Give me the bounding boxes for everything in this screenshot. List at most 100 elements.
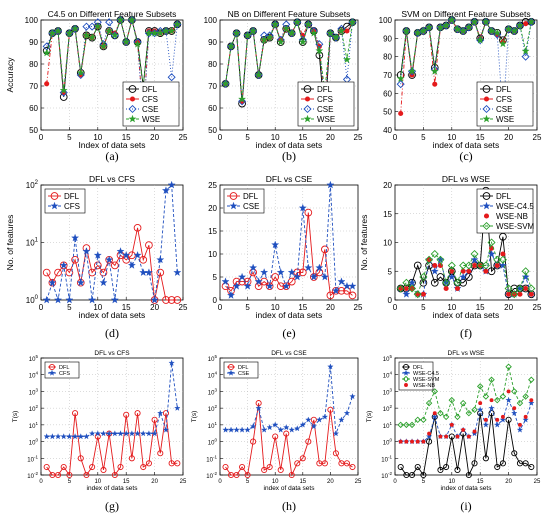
data-point <box>227 42 236 50</box>
chart-panel-h: 0 5 10 15 20 25 10-2 10-1 100 101 102 103 104 105 DFL … <box>191 350 362 513</box>
data-point <box>271 240 280 249</box>
data-point <box>454 413 461 421</box>
data-point <box>408 278 417 287</box>
x-tick-label: 25 <box>533 133 542 142</box>
legend-label: DFL <box>238 365 248 371</box>
data-point <box>71 233 80 242</box>
y-tick-label: 80 <box>29 60 38 69</box>
y-tick-label: 50 <box>208 126 217 135</box>
data-point <box>413 290 422 299</box>
data-point <box>455 434 460 439</box>
chart-title: DFL vs CFS <box>94 350 130 357</box>
y-tick-label: 60 <box>29 104 38 113</box>
data-point <box>419 272 428 282</box>
x-tick-label: 20 <box>151 479 158 485</box>
data-point <box>232 29 241 37</box>
data-point <box>438 434 443 439</box>
data-point <box>309 272 318 281</box>
data-point <box>174 404 181 411</box>
data-point <box>521 52 530 61</box>
data-point <box>54 295 63 304</box>
series-dfl <box>222 400 356 479</box>
x-tick-label: 25 <box>354 303 363 312</box>
x-tick-label: 15 <box>299 479 306 485</box>
data-point <box>425 23 434 31</box>
legend-box <box>223 361 259 379</box>
data-point <box>493 255 502 264</box>
data-point <box>277 426 284 433</box>
data-point <box>54 433 62 440</box>
data-point <box>282 24 291 33</box>
data-point <box>464 261 473 270</box>
data-point <box>168 359 175 366</box>
x-tick-label: 25 <box>179 133 188 142</box>
y-tick-label: 102 <box>383 404 393 413</box>
data-point <box>517 291 523 297</box>
x-tick-label: 10 <box>93 133 102 142</box>
legend-label: CSE <box>243 202 259 211</box>
data-point <box>449 422 454 427</box>
data-point <box>272 433 279 440</box>
legend-swatch-marker <box>229 201 238 210</box>
data-point <box>487 249 496 258</box>
data-point <box>420 471 427 479</box>
panel-caption: (b) <box>282 149 296 163</box>
x-tick-label: 20 <box>150 133 159 142</box>
y-tick-label: 0 <box>213 296 218 305</box>
x-tick-label: 10 <box>271 303 280 312</box>
data-point <box>127 261 136 269</box>
legend-swatch-marker <box>48 363 56 371</box>
data-point <box>518 422 522 427</box>
data-point <box>244 426 251 433</box>
data-point <box>173 20 182 28</box>
data-point <box>511 409 518 416</box>
data-point <box>344 28 350 34</box>
data-point <box>495 417 500 422</box>
data-point <box>88 295 97 304</box>
series-line <box>400 366 532 426</box>
data-point <box>482 455 489 462</box>
y-tick-label: 102 <box>26 180 39 190</box>
data-point <box>134 410 141 417</box>
data-point <box>316 416 323 423</box>
legend-label: CFS <box>64 202 80 211</box>
y-tick-label: 10 <box>208 250 217 259</box>
data-point <box>511 388 518 395</box>
y-tick-label: 101 <box>383 421 393 430</box>
data-point <box>482 393 490 400</box>
data-point <box>466 434 471 439</box>
data-point <box>59 88 68 97</box>
series-dfl <box>43 410 181 479</box>
data-point <box>309 29 318 37</box>
legend-swatch-marker <box>128 85 137 93</box>
data-point <box>71 433 79 440</box>
y-tick-label: 102 <box>208 404 218 413</box>
data-point <box>260 268 269 276</box>
data-point <box>444 434 449 439</box>
data-point <box>233 471 240 479</box>
data-point <box>430 67 439 75</box>
data-point <box>402 278 411 287</box>
data-point <box>272 421 279 428</box>
legend-label: DFL <box>59 365 69 371</box>
data-point <box>140 430 147 437</box>
data-point <box>436 23 445 31</box>
data-point <box>145 241 153 249</box>
data-point <box>156 29 165 37</box>
data-point <box>99 42 108 50</box>
y-tick-label: 50 <box>383 108 392 117</box>
data-point <box>167 296 176 304</box>
data-point <box>515 21 524 29</box>
legend-label: DFL <box>317 85 333 94</box>
data-point <box>326 291 335 300</box>
data-point <box>493 28 502 37</box>
data-point <box>110 295 119 304</box>
data-point <box>249 423 257 430</box>
data-point <box>283 424 290 431</box>
data-point <box>425 255 434 264</box>
data-point <box>408 284 417 293</box>
data-point <box>150 295 159 304</box>
data-point <box>249 263 258 272</box>
data-point <box>471 262 478 269</box>
